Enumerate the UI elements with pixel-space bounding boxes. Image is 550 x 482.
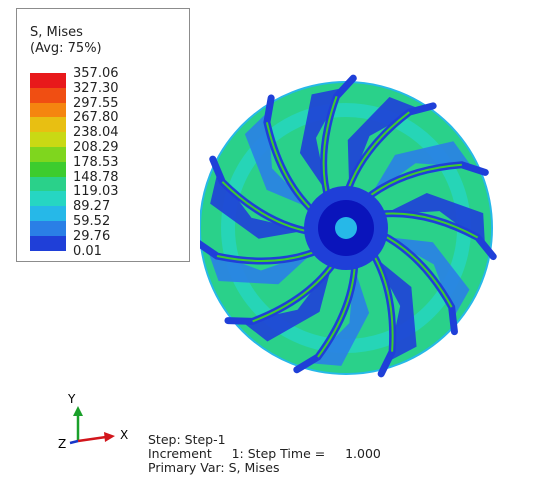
stress-region [383,193,485,245]
legend-swatch [30,102,66,118]
primary-var-label: Primary Var: S, Mises [148,460,280,475]
x-axis-label: X [120,428,128,442]
legend-value: 0.01 [73,243,102,259]
increment-label: Increment 1: Step Time = 1.000 [148,446,381,461]
y-axis-arrowhead [73,406,83,416]
legend-swatch [30,206,66,221]
legend-swatch [30,176,66,192]
legend-value: 119.03 [73,184,119,200]
legend-swatch [30,73,66,88]
impeller-bore [335,217,357,239]
stress-region [309,267,370,366]
step-info: Step: Step-1 Increment 1: Step Time = 1.… [148,433,381,475]
legend-swatch [30,161,66,177]
stress-region [347,97,420,189]
y-axis-label: Y [67,393,76,406]
legend-swatch [30,87,66,103]
legend-subtitle: (Avg: 75%) [30,41,102,56]
legend-value: 148.78 [73,169,119,185]
x-axis-arrowhead [104,432,115,442]
legend-title: S, Mises [30,25,83,40]
impeller-stress-contour [200,74,497,378]
legend-value: 29.76 [73,228,111,244]
stress-region [242,265,332,342]
legend-value: 238.04 [73,125,119,141]
color-scale [30,73,66,251]
stress-region [244,111,312,209]
axis-triad: Y X Z [58,393,128,451]
legend-swatch [30,191,66,207]
legend-value: 59.52 [73,213,111,229]
legend-swatch [30,235,66,251]
legend-panel: S, Mises (Avg: 75%) 357.06 327.30 297.55 26… [16,8,190,262]
legend-swatch [30,132,66,147]
stress-region [299,88,344,193]
legend-value: 297.55 [73,95,119,111]
z-axis-label: Z [58,437,66,451]
legend-value: 178.53 [73,154,119,170]
stress-region [370,141,473,197]
step-label: Step: Step-1 [148,432,226,447]
legend-value: 327.30 [73,80,119,96]
z-axis-arrow [69,439,79,445]
legend-value: 267.80 [73,110,119,126]
legend-swatch [30,220,66,236]
legend-swatch [30,117,66,133]
stress-region [207,250,314,285]
x-axis-arrow [77,435,107,443]
legend-value: 357.06 [73,66,119,81]
stress-region [374,256,417,362]
legend-value: 208.29 [73,139,119,155]
legend-swatch [30,146,66,162]
legend-value: 89.27 [73,199,111,215]
legend-values: 357.06 327.30 297.55 267.80 238.04 208.29 178.… [73,66,119,259]
